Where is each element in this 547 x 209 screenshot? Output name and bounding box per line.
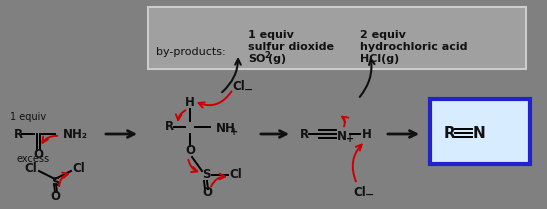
Text: −: − <box>244 85 253 95</box>
Text: sulfur dioxide: sulfur dioxide <box>248 42 334 52</box>
Text: R: R <box>300 127 309 140</box>
Text: −: − <box>365 190 374 200</box>
Text: R: R <box>165 121 174 134</box>
Text: (g): (g) <box>268 54 286 64</box>
Text: O: O <box>202 186 212 200</box>
Text: 2 equiv: 2 equiv <box>360 30 406 40</box>
Text: Cl: Cl <box>25 163 37 176</box>
Text: O: O <box>33 148 43 161</box>
Text: excess: excess <box>16 154 50 164</box>
Text: NH: NH <box>216 122 236 135</box>
Text: +: + <box>346 134 354 144</box>
Text: NH₂: NH₂ <box>63 127 88 140</box>
Text: Cl: Cl <box>232 80 245 93</box>
Text: H: H <box>362 127 372 140</box>
Text: HCl(g): HCl(g) <box>360 54 399 64</box>
Text: SO: SO <box>248 54 265 64</box>
Text: 1 equiv: 1 equiv <box>10 112 46 122</box>
Text: O: O <box>50 190 60 204</box>
Text: R: R <box>14 127 23 140</box>
Text: 1 equiv: 1 equiv <box>248 30 294 40</box>
Text: N: N <box>473 125 486 140</box>
FancyBboxPatch shape <box>148 7 526 69</box>
Text: S: S <box>51 176 59 189</box>
Text: Cl: Cl <box>353 186 366 199</box>
Text: 2: 2 <box>264 51 270 60</box>
Text: H: H <box>185 97 195 110</box>
Text: Cl: Cl <box>73 163 85 176</box>
Text: by-products:: by-products: <box>156 47 225 57</box>
Text: hydrochloric acid: hydrochloric acid <box>360 42 468 52</box>
Text: +: + <box>230 127 238 137</box>
FancyBboxPatch shape <box>430 99 530 164</box>
Text: Cl: Cl <box>230 168 242 181</box>
Text: S: S <box>202 168 210 181</box>
Text: R: R <box>444 125 456 140</box>
Text: N: N <box>337 130 347 143</box>
Text: O: O <box>185 144 195 158</box>
